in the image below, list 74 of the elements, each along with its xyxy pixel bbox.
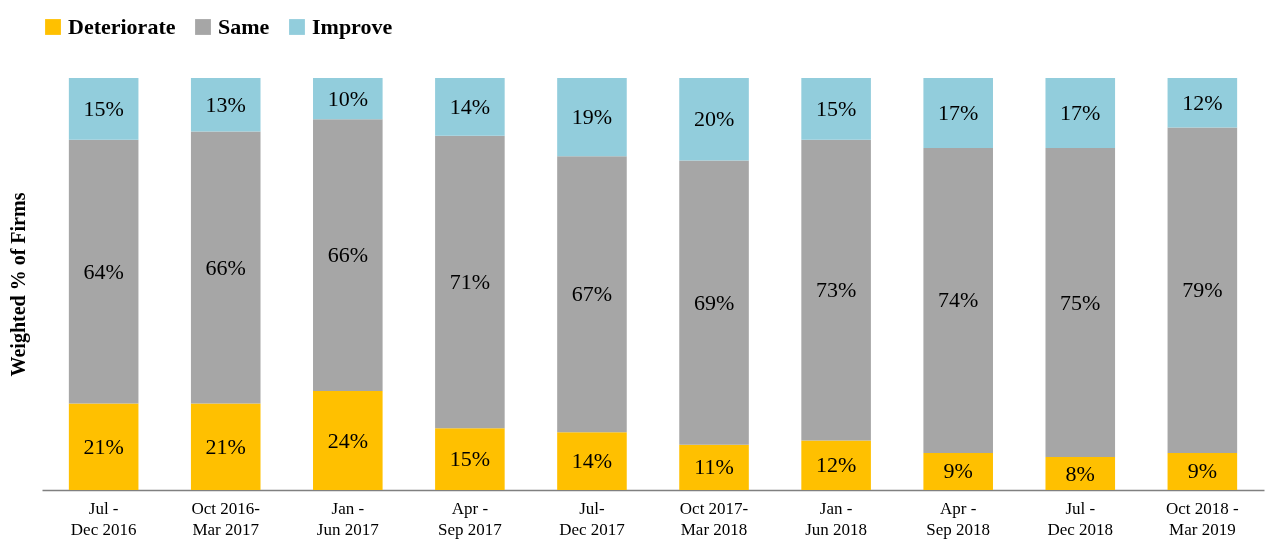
bar bbox=[557, 156, 627, 433]
bar bbox=[313, 391, 383, 490]
bar bbox=[68, 403, 139, 490]
data-label: 64% bbox=[83, 258, 124, 284]
legend-label: Deteriorate bbox=[68, 14, 176, 39]
data-label: 17% bbox=[1060, 100, 1101, 126]
data-label: 74% bbox=[938, 287, 979, 313]
bar bbox=[435, 135, 505, 429]
data-label: 21% bbox=[83, 433, 124, 459]
data-label: 24% bbox=[327, 427, 368, 453]
data-label: 9% bbox=[1187, 458, 1218, 484]
x-tick-label: Jul- Dec 2017 bbox=[559, 498, 626, 539]
data-label: 73% bbox=[815, 277, 857, 303]
bar bbox=[557, 78, 627, 157]
bar bbox=[923, 78, 993, 149]
data-label: 71% bbox=[449, 268, 491, 294]
data-label: 67% bbox=[571, 281, 613, 307]
x-tick-label: Jul - Dec 2018 bbox=[1047, 498, 1114, 539]
bar bbox=[1167, 78, 1238, 128]
bar bbox=[679, 444, 749, 490]
data-label: 15% bbox=[83, 95, 124, 121]
bar bbox=[68, 139, 139, 404]
bar bbox=[1045, 148, 1116, 458]
x-tick-label: Jan - Jun 2018 bbox=[805, 498, 868, 539]
data-label: 79% bbox=[1182, 277, 1223, 303]
x-tick-label: Jan - Jun 2017 bbox=[316, 498, 380, 539]
bar bbox=[1045, 78, 1116, 149]
bar bbox=[435, 78, 505, 136]
data-label: 13% bbox=[205, 91, 246, 117]
data-label: 12% bbox=[815, 452, 857, 478]
data-label: 66% bbox=[327, 242, 368, 268]
bar bbox=[190, 403, 261, 490]
x-tick-label: Oct 2016- Mar 2017 bbox=[191, 498, 261, 539]
data-label: 15% bbox=[815, 95, 857, 121]
data-label: 14% bbox=[449, 93, 491, 119]
data-label: 75% bbox=[1060, 289, 1101, 315]
bar bbox=[801, 78, 871, 140]
data-label: 19% bbox=[571, 104, 613, 130]
data-label: 11% bbox=[694, 454, 734, 480]
legend-label: Improve bbox=[312, 14, 393, 39]
x-tick-label: Jul - Dec 2016 bbox=[70, 498, 137, 539]
bar bbox=[557, 432, 627, 490]
data-label: 21% bbox=[205, 433, 246, 459]
x-tick-label: Oct 2018 - Mar 2019 bbox=[1165, 498, 1240, 539]
bar bbox=[190, 78, 261, 132]
bar bbox=[1167, 127, 1238, 453]
data-label: 69% bbox=[693, 289, 735, 315]
data-label: 8% bbox=[1065, 460, 1095, 486]
x-tick-label: Apr - Sep 2017 bbox=[438, 498, 503, 539]
x-tick-label: Oct 2017- Mar 2018 bbox=[679, 498, 749, 539]
bar bbox=[679, 78, 749, 161]
data-label: 10% bbox=[327, 85, 368, 111]
data-label: 17% bbox=[938, 100, 979, 126]
x-tick-label: Apr - Sep 2018 bbox=[926, 498, 991, 539]
data-label: 14% bbox=[571, 448, 613, 474]
bar bbox=[801, 139, 871, 441]
data-label: 15% bbox=[449, 446, 491, 472]
bar bbox=[801, 440, 871, 490]
bar bbox=[68, 78, 139, 140]
data-label: 20% bbox=[693, 106, 735, 132]
data-label: 66% bbox=[205, 254, 246, 280]
bar bbox=[1045, 457, 1116, 490]
bar bbox=[1167, 452, 1238, 490]
y-axis-title: Weighted % of Firms bbox=[6, 192, 30, 377]
bar bbox=[313, 119, 383, 392]
data-label: 12% bbox=[1182, 89, 1223, 115]
bar bbox=[190, 131, 261, 404]
bar bbox=[313, 78, 383, 120]
legend-label: Same bbox=[218, 14, 270, 39]
bar bbox=[923, 452, 993, 490]
data-label: 9% bbox=[943, 458, 973, 484]
bar bbox=[923, 148, 993, 453]
bar bbox=[435, 428, 505, 490]
bar bbox=[679, 160, 749, 445]
